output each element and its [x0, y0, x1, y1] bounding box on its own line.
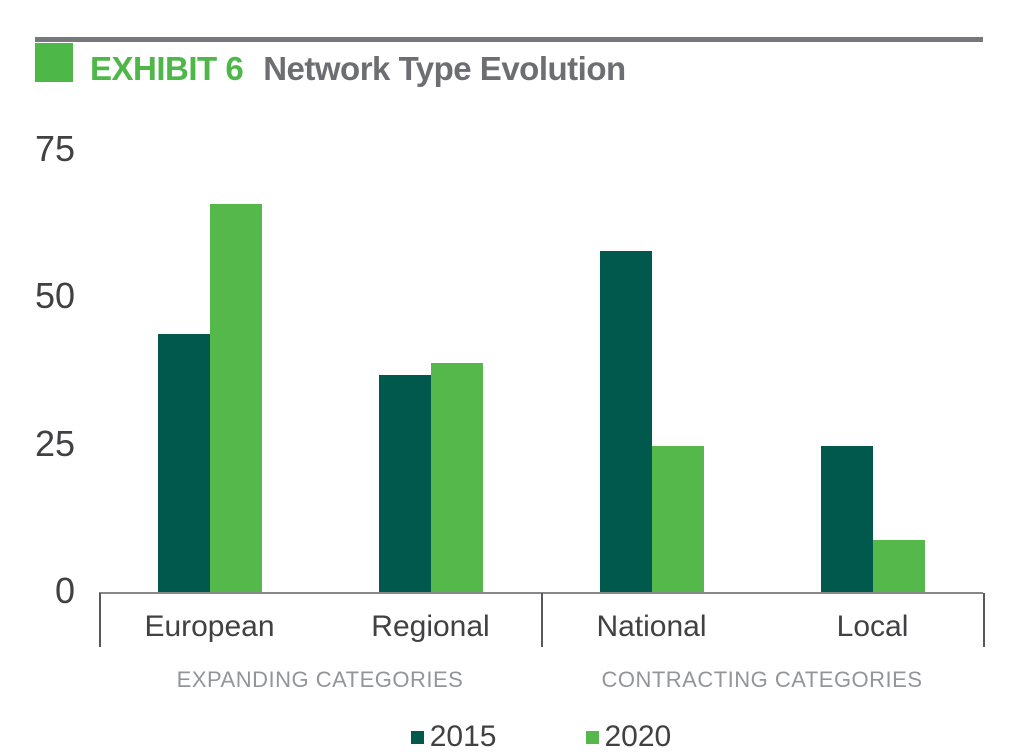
bar-regional-2020: [430, 363, 483, 593]
axis-tick: [99, 593, 101, 647]
bar-european-2020: [209, 204, 262, 593]
x-axis-category-label: European: [144, 610, 275, 643]
legend-swatch-2015: [410, 730, 424, 744]
legend-item-2020: 2020: [585, 720, 672, 752]
legend-label-2020: 2020: [604, 720, 672, 752]
exhibit-marker-square: [35, 43, 73, 82]
bar-european-2015: [157, 333, 210, 593]
y-axis-tick-label: 50: [34, 275, 75, 317]
axis-tick: [541, 593, 543, 647]
page-title: Network Type Evolution: [263, 50, 626, 87]
exhibit-number-label: EXHIBIT 6: [90, 50, 244, 87]
bar-regional-2015: [378, 374, 431, 593]
x-axis-category-label: Regional: [371, 610, 490, 643]
legend-swatch-2020: [585, 730, 599, 744]
y-axis-tick-label: 25: [34, 422, 75, 464]
section-label: CONTRACTING CATEGORIES: [601, 667, 923, 692]
bar-national-2015: [599, 251, 652, 593]
axis-tick: [983, 593, 985, 647]
header-rule: [35, 37, 983, 42]
bar-local-2015: [820, 445, 873, 593]
y-axis-tick-label: 0: [54, 570, 75, 611]
x-axis-category-label: National: [596, 610, 707, 643]
y-axis-tick-label: 75: [34, 128, 75, 170]
header-title-line: EXHIBIT 6 Network Type Evolution: [90, 50, 626, 88]
bar-national-2020: [651, 445, 704, 593]
bar-local-2020: [872, 539, 925, 593]
x-axis-category-label: Local: [836, 610, 909, 643]
legend-label-2015: 2015: [429, 720, 497, 752]
section-label: EXPANDING CATEGORIES: [176, 667, 464, 692]
chart-legend: 2015 2020: [99, 722, 983, 752]
legend-item-2015: 2015: [410, 720, 497, 752]
